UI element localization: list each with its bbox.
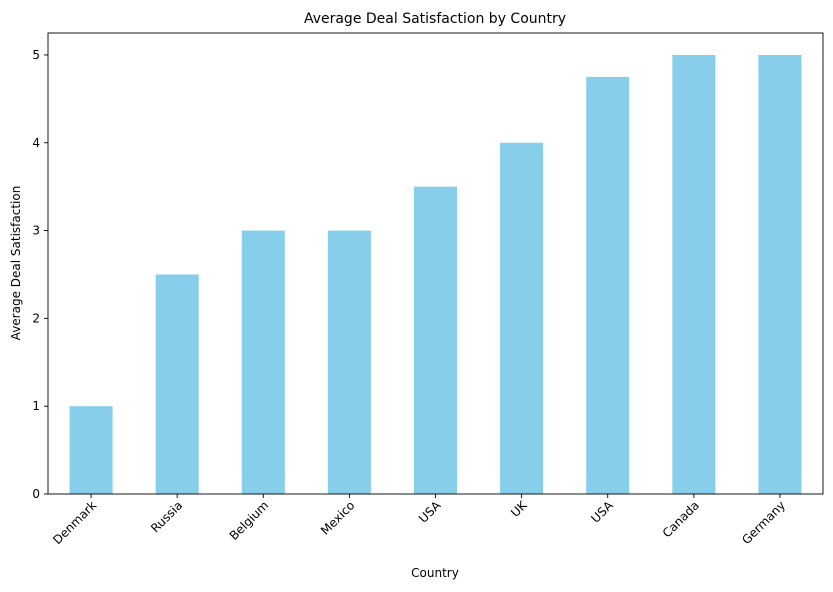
- bar-canada-7: [672, 54, 716, 494]
- y-tick-label: 1: [32, 399, 40, 413]
- y-tick-label: 0: [32, 487, 40, 501]
- bar-russia-1: [155, 274, 199, 494]
- x-axis: Denmark Russia Belgium Mexico USA UK USA Canada…: [50, 494, 788, 547]
- bar-usa-6: [586, 76, 630, 495]
- y-axis-label: Average Deal Satisfaction: [9, 186, 23, 341]
- bar-usa-4: [413, 186, 458, 495]
- y-tick-label: 4: [32, 136, 40, 150]
- x-axis-label: Country: [411, 566, 459, 580]
- x-tick-label: Belgium: [227, 498, 272, 543]
- x-tick-label: Germany: [739, 498, 788, 547]
- bars-group: [69, 54, 802, 495]
- y-axis: 0 1 2 3 4 5: [32, 48, 48, 501]
- chart-title: Average Deal Satisfaction by Country: [304, 11, 566, 27]
- x-tick-label: UK: [508, 497, 530, 519]
- y-tick-label: 3: [32, 224, 40, 238]
- y-tick-label: 5: [32, 48, 40, 62]
- x-tick-label: Denmark: [50, 498, 99, 547]
- bar-denmark-0: [69, 406, 113, 494]
- x-tick-label: USA: [416, 498, 444, 526]
- bar-uk-5: [500, 142, 544, 494]
- x-tick-label: Canada: [660, 498, 702, 540]
- y-tick-label: 2: [32, 311, 40, 325]
- bar-germany-8: [758, 54, 802, 494]
- x-tick-label: Russia: [148, 498, 185, 535]
- x-tick-label: Mexico: [318, 498, 358, 538]
- bar-belgium-2: [241, 230, 285, 494]
- x-tick-label: USA: [588, 498, 616, 526]
- bar-mexico-3: [327, 230, 371, 494]
